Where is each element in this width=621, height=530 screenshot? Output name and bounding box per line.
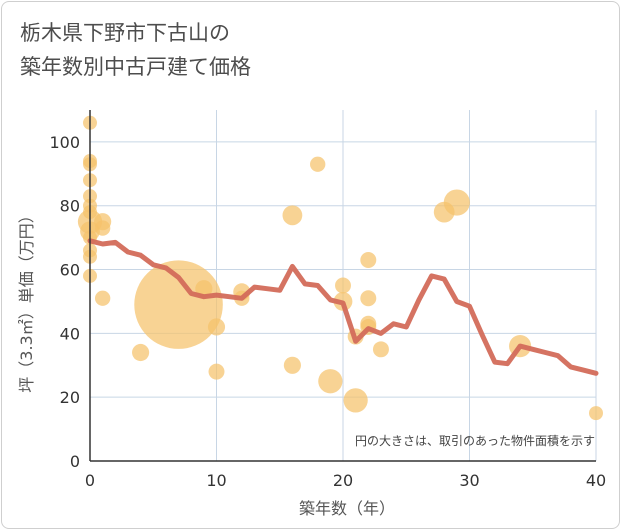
data-bubble	[443, 189, 470, 216]
x-tick-label: 30	[459, 471, 479, 490]
x-tick-label: 40	[586, 471, 606, 490]
x-tick-label: 0	[85, 471, 95, 490]
y-tick-label: 20	[60, 388, 80, 407]
x-axis-title: 築年数（年）	[299, 499, 395, 518]
data-bubble	[134, 260, 223, 349]
y-tick-label: 0	[70, 452, 80, 471]
data-bubble	[360, 290, 377, 307]
data-bubble	[310, 156, 326, 172]
y-tick-label: 100	[49, 133, 80, 152]
data-bubble	[207, 318, 226, 336]
data-bubble	[132, 343, 150, 362]
title-line-2: 築年数別中古戸建て価格	[20, 55, 251, 79]
y-tick-label: 40	[60, 324, 80, 343]
data-bubble	[283, 356, 301, 374]
trend-line-layer	[87, 238, 599, 376]
data-bubble	[343, 388, 368, 413]
data-bubble	[589, 406, 603, 421]
y-axis-title: 坪（3.3㎡）単価（万円）	[17, 207, 36, 392]
data-bubble	[195, 280, 213, 298]
x-tick-label: 20	[333, 471, 353, 490]
title-line-1: 栃木県下野市下古山の	[20, 21, 230, 45]
data-bubble	[208, 363, 225, 380]
axis-layer: 0 20 40 60 80 100 0 10 20 30 40	[49, 110, 606, 490]
bubble-layer	[77, 115, 603, 421]
data-bubble	[318, 369, 343, 394]
data-bubble	[282, 205, 303, 226]
data-bubble	[360, 251, 377, 268]
data-bubble	[94, 290, 111, 306]
bubble-size-note: 円の大きさは、取引のあった物件面積を示す	[355, 433, 595, 448]
page-title: 栃木県下野市下古山の 築年数別中古戸建て価格	[20, 16, 251, 84]
data-bubble	[94, 220, 111, 236]
average-price-line	[87, 238, 599, 376]
y-tick-label: 60	[60, 261, 80, 280]
y-tick-label: 80	[60, 197, 80, 216]
data-bubble	[335, 277, 351, 294]
data-bubble	[372, 341, 389, 358]
x-tick-label: 10	[206, 471, 226, 490]
